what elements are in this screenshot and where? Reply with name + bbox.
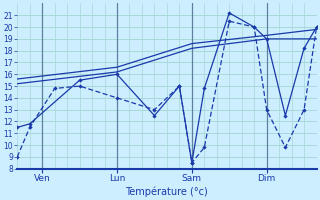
X-axis label: Température (°c): Température (°c)	[125, 186, 208, 197]
